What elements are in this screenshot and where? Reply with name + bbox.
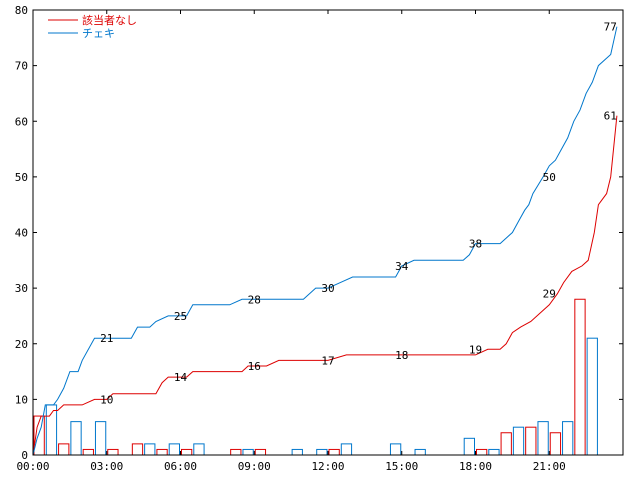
bar	[193, 443, 205, 456]
bar	[476, 448, 488, 456]
bar	[181, 448, 193, 456]
bar	[58, 443, 70, 456]
x-tick-label: 18:00	[459, 460, 492, 473]
bar	[230, 448, 242, 456]
y-tick-label: 80	[15, 4, 28, 17]
data-labels: 10 14 16 17 18 19 29 61 21 25 28 30 34 38 50 77	[100, 21, 617, 407]
data-label: 34	[395, 260, 409, 273]
x-tick-label: 15:00	[385, 460, 418, 473]
data-label: 17	[321, 354, 334, 367]
bar	[82, 448, 94, 456]
x-tick-labels: 00:00 03:00 06:00 09:00 12:00 15:00 18:00 21:00	[16, 460, 565, 473]
data-label: 50	[543, 171, 556, 184]
bar	[144, 443, 156, 456]
data-label: 38	[469, 238, 482, 251]
x-tick-label: 12:00	[311, 460, 344, 473]
data-label: 21	[100, 332, 113, 345]
x-tick-label: 06:00	[164, 460, 197, 473]
bar	[291, 448, 303, 456]
bar	[574, 298, 586, 456]
series-line	[32, 26, 618, 456]
y-tick-label: 10	[15, 393, 28, 406]
bar	[488, 448, 500, 456]
bar	[131, 443, 144, 456]
bars	[33, 298, 598, 456]
data-label: 30	[321, 282, 334, 295]
bar	[254, 448, 267, 456]
x-tick-label: 21:00	[533, 460, 566, 473]
bar	[242, 448, 254, 456]
bar	[500, 432, 512, 456]
y-tick-label: 60	[15, 115, 28, 128]
x-tick-label: 00:00	[16, 460, 49, 473]
bar	[328, 448, 340, 456]
bar	[389, 443, 402, 456]
bar	[463, 437, 476, 456]
bar	[549, 432, 562, 456]
bar	[45, 404, 58, 456]
bar	[525, 426, 537, 456]
bar	[316, 448, 328, 456]
ticks	[32, 9, 623, 456]
bar	[340, 443, 353, 456]
series-lines	[32, 26, 618, 456]
data-label: 61	[604, 110, 617, 123]
legend-label-cheki: チェキ	[82, 27, 115, 40]
plot-frame	[32, 9, 624, 456]
y-tick-label: 40	[15, 227, 28, 240]
bar	[156, 448, 168, 456]
y-tick-label: 50	[15, 171, 28, 184]
y-tick-label: 30	[15, 282, 28, 295]
bar	[537, 421, 549, 456]
data-label: 18	[395, 349, 408, 362]
x-tick-label: 09:00	[238, 460, 271, 473]
legend: 該当者なし チェキ	[48, 13, 137, 40]
bar	[168, 443, 180, 456]
data-label: 77	[604, 21, 617, 34]
data-label: 10	[100, 393, 113, 406]
data-label: 19	[469, 343, 482, 356]
series-line	[32, 115, 618, 456]
bar	[70, 421, 82, 456]
bar	[107, 448, 119, 456]
bar	[94, 421, 107, 456]
data-label: 29	[543, 288, 556, 301]
data-label: 25	[174, 310, 187, 323]
legend-label-gaitousha: 該当者なし	[82, 13, 137, 27]
bar	[562, 421, 574, 456]
data-label: 16	[248, 360, 261, 373]
y-tick-label: 0	[21, 449, 28, 462]
bar	[512, 426, 525, 456]
bar	[414, 448, 426, 456]
bar	[586, 337, 598, 456]
y-tick-label: 70	[15, 60, 28, 73]
data-label: 14	[174, 371, 188, 384]
data-label: 28	[248, 293, 261, 306]
y-tick-labels: 0 10 20 30 40 50 60 70 80	[15, 4, 28, 462]
y-tick-label: 20	[15, 338, 28, 351]
x-tick-label: 03:00	[90, 460, 123, 473]
